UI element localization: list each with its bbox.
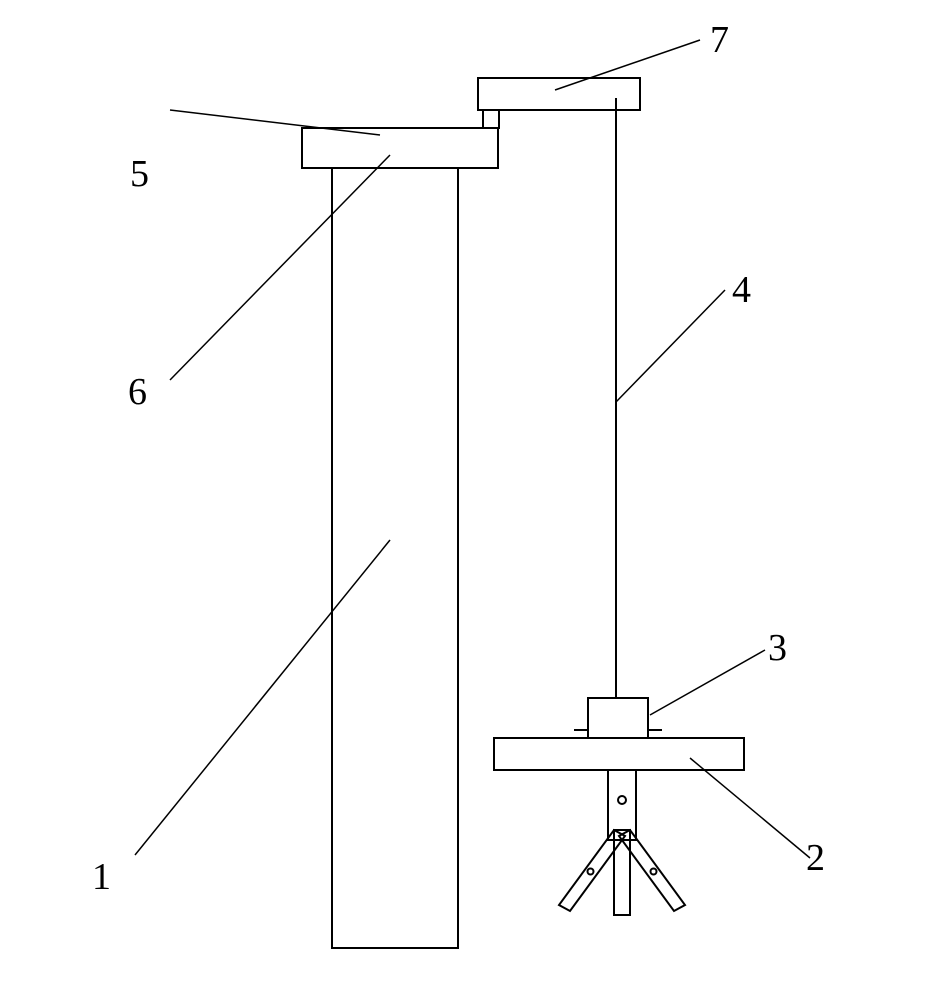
tripod-leg-right xyxy=(619,830,685,911)
mid-block xyxy=(302,128,498,168)
connector-block xyxy=(588,698,648,738)
leader-line-3 xyxy=(650,650,765,715)
leader-line-2 xyxy=(690,758,810,858)
label-4: 4 xyxy=(732,268,751,312)
label-1: 1 xyxy=(92,855,111,899)
label-6: 6 xyxy=(128,370,147,414)
tripod-leg-center xyxy=(614,830,630,915)
leader-line-6 xyxy=(170,155,390,380)
leader-line-7 xyxy=(555,40,700,90)
label-3: 3 xyxy=(768,626,787,670)
disc xyxy=(494,738,744,770)
label-7: 7 xyxy=(710,18,729,62)
leader-line-4 xyxy=(616,290,725,402)
leader-line-1 xyxy=(135,540,390,855)
top-connector xyxy=(483,110,499,128)
pillar xyxy=(332,158,458,948)
leader-line-5 xyxy=(170,110,380,135)
tripod-leg-left xyxy=(559,830,625,911)
label-5: 5 xyxy=(130,152,149,196)
label-2: 2 xyxy=(806,836,825,880)
